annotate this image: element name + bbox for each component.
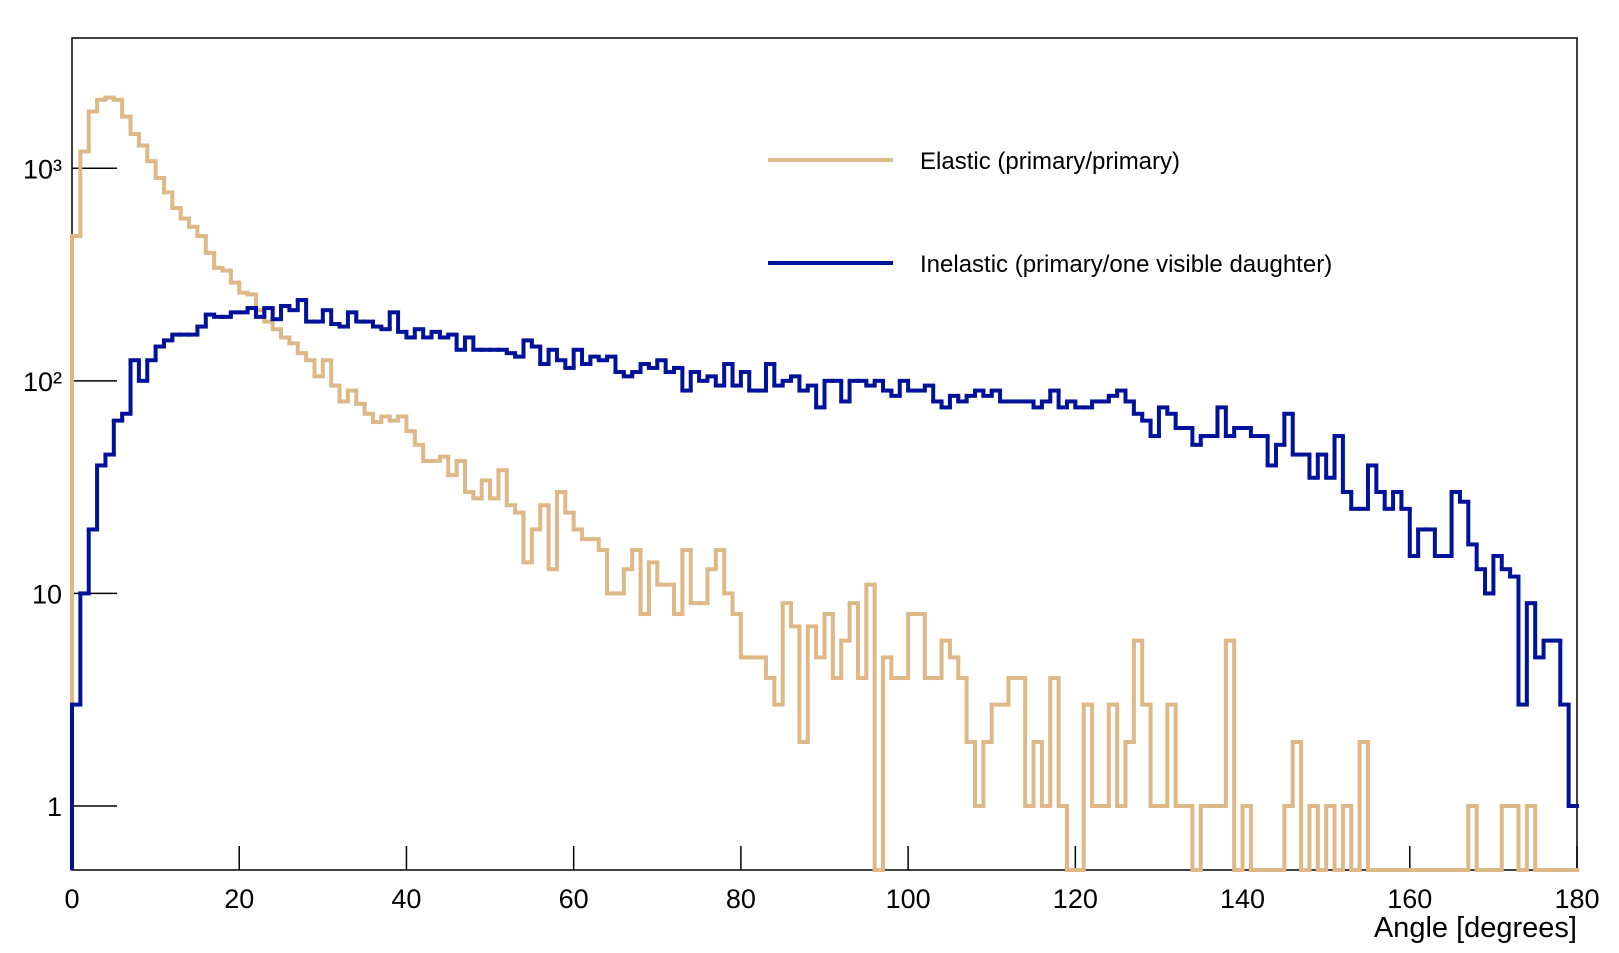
- x-tick-label: 60: [559, 884, 589, 914]
- y-tick-label: 10²: [23, 367, 62, 397]
- x-tick-label: 0: [64, 884, 79, 914]
- x-tick-label: 120: [1053, 884, 1098, 914]
- legend-label: Inelastic (primary/one visible daughter): [920, 251, 1332, 278]
- x-tick-label: 180: [1554, 884, 1599, 914]
- x-tick-label: 20: [224, 884, 254, 914]
- x-tick-label: 40: [391, 884, 421, 914]
- x-axis-label: Angle [degrees]: [1374, 912, 1577, 944]
- y-tick-label: 10³: [23, 154, 62, 184]
- y-tick-label: 1: [47, 792, 62, 822]
- x-tick-label: 80: [726, 884, 756, 914]
- x-tick-label: 140: [1220, 884, 1265, 914]
- x-tick-label: 100: [886, 884, 931, 914]
- x-tick-label: 160: [1387, 884, 1432, 914]
- plot-frame: [71, 37, 1578, 871]
- legend-label: Elastic (primary/primary): [920, 148, 1180, 175]
- y-tick-label: 10: [32, 579, 62, 609]
